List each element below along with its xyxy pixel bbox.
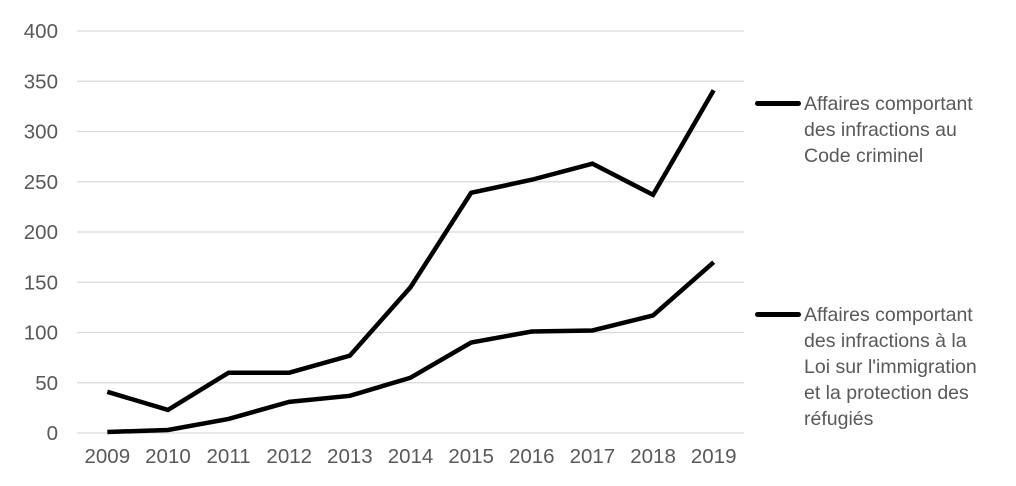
- x-axis-tick-label: 2010: [145, 445, 191, 468]
- y-axis-tick-label: 100: [24, 322, 58, 345]
- x-axis-tick-label: 2011: [207, 445, 251, 468]
- series-line-code-criminel: [106, 89, 716, 413]
- y-axis-tick-label: 250: [24, 171, 58, 194]
- y-axis-tick-label: 200: [24, 221, 58, 244]
- x-axis-tick-label: 2009: [85, 445, 131, 468]
- x-axis-tick-label: 2016: [509, 445, 555, 468]
- y-axis-tick-label: 50: [35, 372, 58, 395]
- y-axis-tick-label: 300: [24, 121, 58, 144]
- y-axis-tick-label: 0: [47, 422, 58, 445]
- x-axis-tick-label: 2015: [448, 445, 494, 468]
- y-axis-tick-label: 150: [24, 271, 58, 294]
- x-axis-tick-label: 2017: [570, 445, 616, 468]
- legend-line-marker-code-criminel: [755, 101, 801, 106]
- legend-line-marker-immigration: [755, 312, 801, 317]
- legend-entry-code-criminel: Affaires comportant des infractions au C…: [755, 91, 1000, 169]
- x-axis-tick-label: 2014: [388, 445, 434, 468]
- legend-label-code-criminel: Affaires comportant des infractions au C…: [804, 93, 973, 167]
- x-axis-tick-label: 2013: [327, 445, 373, 468]
- series-line-immigration: [107, 260, 716, 435]
- x-axis-tick-label: 2019: [691, 445, 737, 468]
- y-axis-tick-label: 400: [24, 20, 58, 43]
- legend-label-immigration: Affaires comportant des infractions à la…: [804, 304, 977, 430]
- x-axis-tick-label: 2012: [266, 445, 312, 468]
- x-axis-tick-label: 2018: [630, 445, 676, 468]
- y-axis-tick-label: 350: [24, 70, 58, 93]
- legend-entry-immigration: Affaires comportant des infractions à la…: [755, 302, 1000, 432]
